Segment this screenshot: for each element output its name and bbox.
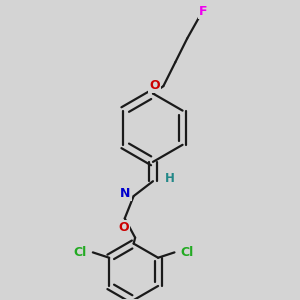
Text: O: O [149, 79, 160, 92]
Text: H: H [164, 172, 174, 185]
Text: O: O [118, 221, 129, 234]
Text: Cl: Cl [180, 246, 194, 259]
Text: Cl: Cl [74, 246, 87, 259]
Text: N: N [120, 187, 130, 200]
Text: F: F [199, 5, 208, 18]
